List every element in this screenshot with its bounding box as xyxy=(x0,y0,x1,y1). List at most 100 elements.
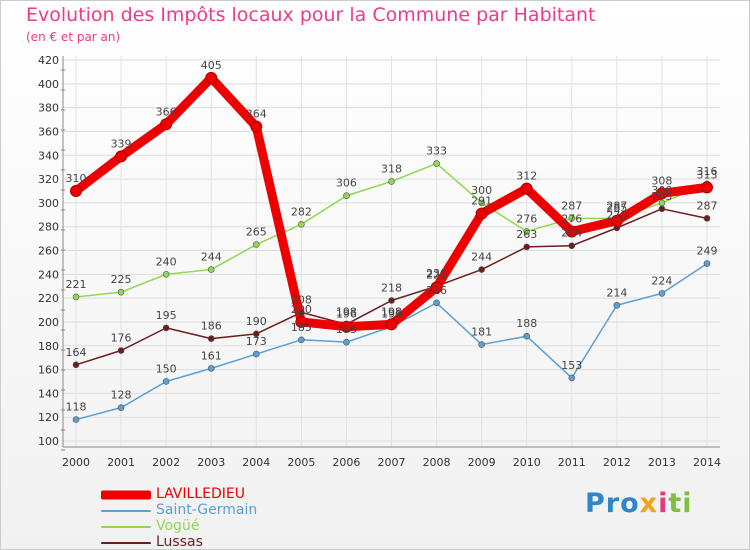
data-label-vog: 265 xyxy=(246,226,267,239)
data-label-lavilledieu: 405 xyxy=(201,59,222,72)
data-point-lussas xyxy=(523,243,531,251)
data-label-lussas: 164 xyxy=(66,346,87,359)
data-label-lussas: 279 xyxy=(606,209,627,222)
data-label-lussas: 230 xyxy=(426,267,447,280)
data-point-vog xyxy=(568,215,576,222)
data-label-saint-germain: 173 xyxy=(246,335,267,348)
data-point-saint-germain xyxy=(117,404,125,411)
series-points xyxy=(70,71,713,423)
data-label-vog: 316 xyxy=(697,165,718,178)
data-point-vog xyxy=(433,160,440,167)
x-tick-label: 2008 xyxy=(423,456,451,469)
data-point-lussas xyxy=(207,335,215,342)
data-label-saint-germain: 196 xyxy=(381,308,402,321)
data-label-lussas: 244 xyxy=(471,251,492,264)
data-point-lavilledieu xyxy=(385,318,398,331)
y-tick-label: 360 xyxy=(38,125,59,138)
data-point-vog xyxy=(162,271,170,278)
data-label-vog: 244 xyxy=(201,251,222,264)
data-label-vog: 240 xyxy=(156,255,177,268)
data-label-vog: 287 xyxy=(561,199,582,212)
data-point-lavilledieu xyxy=(250,120,263,133)
y-tick-label: 160 xyxy=(38,364,59,377)
legend-label: Lussas xyxy=(156,534,203,550)
y-tick-label: 420 xyxy=(38,54,59,67)
data-point-vog xyxy=(478,199,485,207)
data-point-lussas xyxy=(117,347,125,354)
data-point-lussas xyxy=(298,309,305,316)
x-tick-label: 2004 xyxy=(242,456,270,469)
data-point-lavilledieu xyxy=(340,320,353,333)
data-label-vog: 276 xyxy=(516,212,537,225)
data-label-lavilledieu: 200 xyxy=(291,303,312,316)
data-point-lussas xyxy=(568,242,576,250)
data-point-lavilledieu xyxy=(205,71,218,84)
axes: 100 120 140 160 180 200 220 240 260 280 300 320 340 3… xyxy=(38,54,721,469)
data-label-lavilledieu: 291 xyxy=(471,195,492,208)
data-label-vog: 300 xyxy=(471,184,492,197)
data-point-saint-germain xyxy=(298,336,305,344)
data-label-lavilledieu: 198 xyxy=(381,305,402,318)
data-label-vog: 225 xyxy=(111,273,132,286)
data-label-lussas: 264 xyxy=(561,227,582,240)
x-tick-label: 2005 xyxy=(287,456,315,469)
x-tick-label: 2010 xyxy=(513,456,541,469)
chart-title: Evolution des Impôts locaux pour la Comm… xyxy=(26,4,596,26)
data-point-vog xyxy=(117,288,125,296)
data-label-lavilledieu: 366 xyxy=(156,105,177,118)
data-label-lavilledieu: 276 xyxy=(561,212,582,225)
data-point-saint-germain xyxy=(478,341,485,348)
data-point-saint-germain xyxy=(433,299,440,307)
y-tick-label: 240 xyxy=(38,268,59,281)
data-point-lavilledieu xyxy=(701,181,713,194)
data-label-lavilledieu: 285 xyxy=(606,202,627,215)
data-label-vog: 282 xyxy=(291,205,312,218)
data-point-vog xyxy=(207,266,215,273)
y-tick-label: 200 xyxy=(38,316,59,329)
proxiti-logo: Proxiti xyxy=(585,488,693,519)
data-point-lussas xyxy=(252,330,260,338)
data-point-saint-germain xyxy=(72,416,80,423)
x-tick-label: 2000 xyxy=(62,456,90,469)
data-label-vog: 318 xyxy=(381,162,402,175)
data-label-lavilledieu: 364 xyxy=(246,108,267,121)
y-tick-label: 120 xyxy=(38,411,59,424)
data-label-vog: 221 xyxy=(66,278,87,291)
data-label-lavilledieu: 310 xyxy=(66,172,87,185)
data-label-saint-germain: 181 xyxy=(471,326,492,339)
data-point-lussas xyxy=(162,324,170,332)
data-point-lavilledieu xyxy=(295,315,308,328)
legend-label: LAVILLEDIEU xyxy=(156,486,245,502)
data-point-lussas xyxy=(388,297,395,304)
data-label-saint-germain: 224 xyxy=(651,274,672,287)
data-label-lavilledieu: 313 xyxy=(697,168,718,181)
legend-swatch xyxy=(101,525,151,528)
y-tick-label: 220 xyxy=(38,292,59,305)
data-label-saint-germain: 153 xyxy=(561,359,582,372)
x-tick-label: 2013 xyxy=(648,456,676,469)
legend-swatch xyxy=(101,509,151,512)
y-tick-label: 140 xyxy=(38,387,59,400)
data-label-vog: 333 xyxy=(426,145,447,158)
data-point-lussas xyxy=(658,205,666,213)
data-label-saint-germain: 128 xyxy=(111,389,132,402)
data-label-saint-germain: 161 xyxy=(201,349,222,362)
data-point-vog xyxy=(72,293,80,301)
data-label-saint-germain: 185 xyxy=(291,321,312,334)
data-point-vog xyxy=(388,178,395,185)
y-tick-label: 100 xyxy=(38,435,59,448)
data-label-lavilledieu: 308 xyxy=(651,174,672,187)
data-point-saint-germain xyxy=(207,365,215,372)
data-label-lussas: 295 xyxy=(651,190,672,203)
data-label-lussas: 198 xyxy=(336,305,357,318)
data-label-lussas: 218 xyxy=(381,282,402,295)
data-point-vog xyxy=(252,241,260,248)
data-point-saint-germain xyxy=(613,301,621,309)
data-label-lussas: 186 xyxy=(201,320,222,333)
x-tick-label: 2012 xyxy=(603,456,631,469)
data-point-lavilledieu xyxy=(475,207,488,220)
x-tick-label: 2001 xyxy=(107,456,135,469)
